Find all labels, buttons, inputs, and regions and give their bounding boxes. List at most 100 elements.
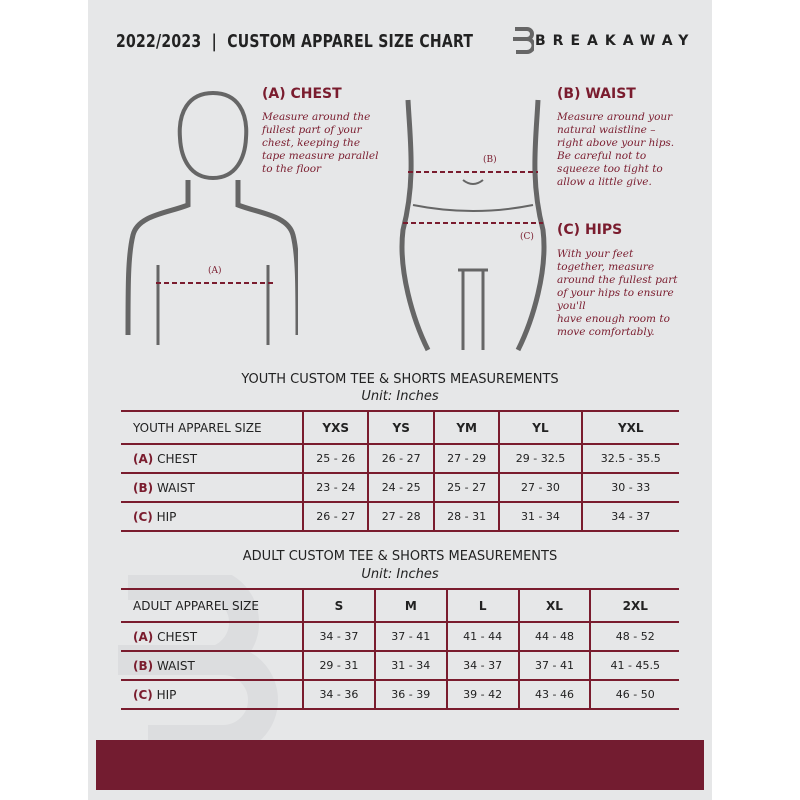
- measurement-value: 26 - 27: [367, 443, 434, 474]
- lower-body-silhouette-icon: [399, 99, 547, 352]
- table-row: (B) WAIST 23 - 24 24 - 25 25 - 27 27 - 30 30 …: [121, 472, 679, 503]
- desc-line: tape measure parallel: [262, 150, 379, 162]
- desc-line: together, measure: [557, 261, 655, 273]
- hips-description: With your feet together, measure around th…: [557, 248, 677, 339]
- measurement-value: 44 - 48: [517, 621, 591, 652]
- measurement-value: 29 - 31: [302, 650, 375, 681]
- adult-size-table: ADULT APPAREL SIZE S M L XL 2XL (A) CHEST 34 - …: [121, 588, 679, 710]
- measurement-value: 41 - 44: [445, 621, 519, 652]
- measurement-name: HIP: [156, 509, 177, 524]
- table-header-row: ADULT APPAREL SIZE S M L XL 2XL: [121, 588, 679, 623]
- measurement-value: 34 - 37: [445, 650, 519, 681]
- measurement-label: (C) HIP: [121, 679, 303, 710]
- measurement-value: 34 - 37: [302, 621, 375, 652]
- measurement-value: 27 - 28: [367, 501, 434, 532]
- measurement-letter: (B): [133, 658, 154, 673]
- table-row: (A) CHEST 25 - 26 26 - 27 27 - 29 29 - 32.5 3…: [121, 443, 679, 474]
- desc-line: move comfortably.: [557, 326, 655, 338]
- size-header: 2XL: [589, 588, 679, 623]
- measurement-value: 39 - 42: [445, 679, 519, 710]
- upper-body-silhouette-icon: [125, 90, 298, 345]
- size-header: YL: [498, 410, 582, 445]
- youth-table-title: YOUTH CUSTOM TEE & SHORTS MEASUREMENTS: [241, 372, 559, 387]
- desc-line: around the fullest part: [557, 274, 678, 286]
- table-row: (B) WAIST 29 - 31 31 - 34 34 - 37 37 - 41 41 …: [121, 650, 679, 681]
- desc-line: Be careful not to: [557, 150, 647, 162]
- measurement-label: (A) CHEST: [121, 621, 303, 652]
- hips-heading: (C) HIPS: [557, 222, 623, 238]
- desc-line: fullest part of your: [262, 124, 362, 136]
- measurement-letter: (A): [133, 451, 154, 466]
- size-header: YS: [367, 410, 434, 445]
- measurement-label: (B) WAIST: [121, 472, 303, 503]
- measurement-value: 41 - 45.5: [589, 650, 679, 681]
- table-row: (A) CHEST 34 - 37 37 - 41 41 - 44 44 - 48 48 …: [121, 621, 679, 652]
- measurement-value: 37 - 41: [373, 621, 447, 652]
- measurement-value: 34 - 37: [580, 501, 679, 532]
- size-header: L: [445, 588, 519, 623]
- measurement-value: 30 - 33: [580, 472, 679, 503]
- desc-line: squeeze too tight to: [557, 163, 663, 175]
- measurement-value: 46 - 50: [589, 679, 679, 710]
- measurement-letter: (C): [133, 509, 153, 524]
- desc-line: natural waistline –: [557, 124, 656, 136]
- table-header-row: YOUTH APPAREL SIZE YXS YS YM YL YXL: [121, 410, 679, 445]
- waist-description: Measure around your natural waistline – ri…: [557, 111, 674, 189]
- adult-table-unit: Unit: Inches: [361, 567, 439, 582]
- size-header: S: [302, 588, 375, 623]
- measurement-value: 36 - 39: [373, 679, 447, 710]
- measurement-letter: (A): [133, 629, 154, 644]
- measurement-name: WAIST: [156, 480, 195, 495]
- measurement-name: HIP: [156, 687, 177, 702]
- desc-line: With your feet: [557, 248, 634, 260]
- measurement-value: 43 - 46: [517, 679, 591, 710]
- measurement-letter: (C): [133, 687, 153, 702]
- table-row: (C) HIP 34 - 36 36 - 39 39 - 42 43 - 46 46 - …: [121, 679, 679, 710]
- brand-name: BREAKAWAY: [535, 33, 696, 49]
- youth-size-table: YOUTH APPAREL SIZE YXS YS YM YL YXL (A) CHEST 2…: [121, 410, 679, 532]
- desc-line: allow a little give.: [557, 176, 652, 188]
- measurement-value: 25 - 26: [301, 443, 369, 474]
- size-header: YXS: [301, 410, 369, 445]
- breakaway-logo-icon: [513, 27, 534, 54]
- measurement-value: 24 - 25: [367, 472, 434, 503]
- desc-line: right above your hips.: [557, 137, 675, 149]
- desc-line: Measure around the: [262, 111, 371, 123]
- chest-heading: (A) CHEST: [262, 86, 342, 102]
- desc-line: you'll: [557, 300, 586, 312]
- measurement-value: 27 - 29: [432, 443, 500, 474]
- waist-heading: (B) WAIST: [557, 86, 636, 102]
- measurement-value: 27 - 30: [498, 472, 582, 503]
- measurement-value: 32.5 - 35.5: [580, 443, 679, 474]
- table-row: (C) HIP 26 - 27 27 - 28 28 - 31 31 - 34 34 - …: [121, 501, 679, 532]
- measurement-label: (B) WAIST: [121, 650, 303, 681]
- measurement-value: 31 - 34: [373, 650, 447, 681]
- desc-line: have enough room to: [557, 313, 670, 325]
- size-chart-panel: 2022/2023 | CUSTOM APPAREL SIZE CHART BR…: [88, 0, 712, 800]
- hips-marker: (C): [520, 232, 534, 242]
- size-header: YXL: [580, 410, 679, 445]
- measurement-value: 26 - 27: [301, 501, 369, 532]
- measurement-name: CHEST: [157, 451, 198, 466]
- size-header: XL: [517, 588, 591, 623]
- desc-line: of your hips to ensure: [557, 287, 674, 299]
- measurement-value: 23 - 24: [301, 472, 369, 503]
- size-header: M: [373, 588, 447, 623]
- desc-line: to the floor: [262, 163, 322, 175]
- size-header: YM: [432, 410, 500, 445]
- adult-table-title: ADULT CUSTOM TEE & SHORTS MEASUREMENTS: [242, 549, 558, 564]
- measurement-label: (A) CHEST: [121, 443, 303, 474]
- waist-marker: (B): [483, 155, 497, 165]
- desc-line: Measure around your: [557, 111, 673, 123]
- measurement-name: WAIST: [156, 658, 195, 673]
- measurement-value: 31 - 34: [498, 501, 582, 532]
- measurement-value: 37 - 41: [517, 650, 591, 681]
- chest-description: Measure around the fullest part of your ch…: [262, 111, 378, 176]
- chest-marker: (A): [208, 266, 222, 276]
- measurement-value: 48 - 52: [589, 621, 679, 652]
- measurement-value: 25 - 27: [432, 472, 500, 503]
- measurement-value: 34 - 36: [302, 679, 375, 710]
- youth-table-unit: Unit: Inches: [361, 389, 439, 404]
- size-label: ADULT APPAREL SIZE: [121, 588, 303, 623]
- size-label: YOUTH APPAREL SIZE: [121, 410, 303, 445]
